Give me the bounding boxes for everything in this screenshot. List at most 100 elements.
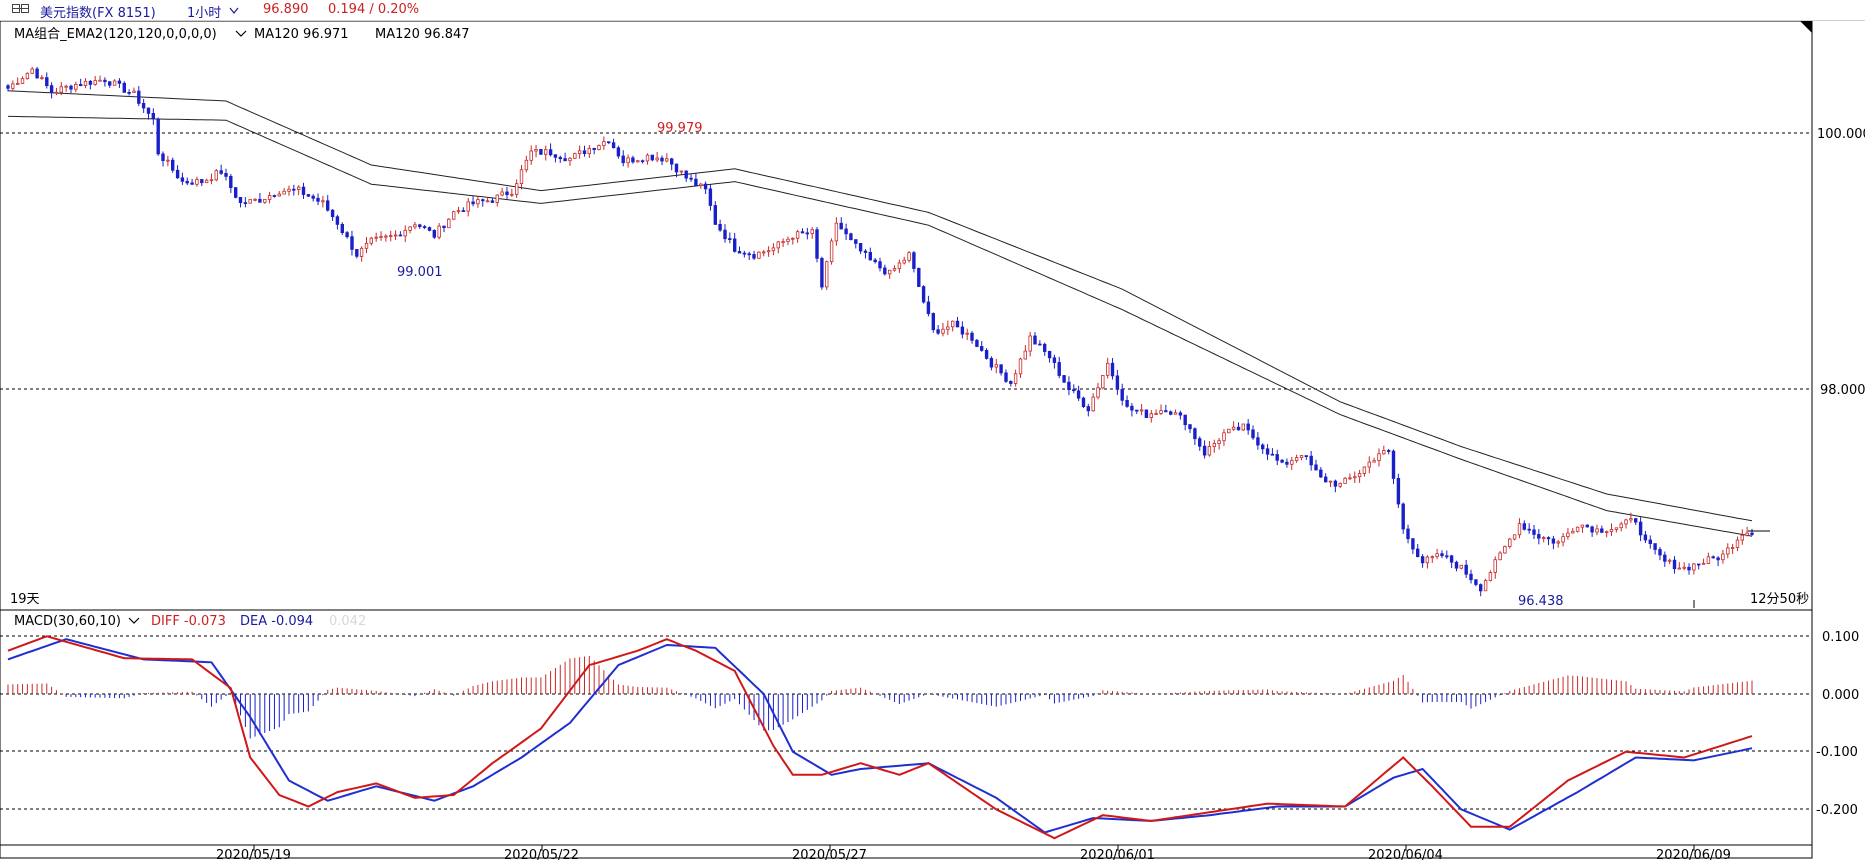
candle-body — [1551, 538, 1556, 544]
candle-body — [1542, 537, 1546, 539]
candle-body — [1585, 524, 1589, 528]
candle-body — [384, 235, 388, 238]
candle-body — [941, 328, 945, 334]
candle-body — [1527, 528, 1531, 531]
candle-body — [1609, 529, 1614, 533]
candle-body — [888, 269, 892, 275]
candle-body — [1580, 524, 1585, 528]
candle-body — [955, 320, 960, 328]
indicator-name: MA组合_EMA2(120,120,0,0,0,0) — [14, 27, 217, 42]
candle-body — [350, 236, 354, 250]
ma120-line-1 — [7, 90, 1753, 522]
candle-body — [1391, 450, 1396, 479]
candle-body — [156, 118, 160, 155]
candle-body — [699, 183, 703, 186]
candle-body — [1503, 546, 1507, 554]
window-layout-icon[interactable] — [12, 3, 30, 19]
chevron-down-icon[interactable] — [235, 30, 247, 37]
ma-lines — [7, 90, 1753, 537]
candle-body — [708, 188, 713, 206]
candle-body — [689, 177, 693, 180]
candle-body — [1740, 534, 1744, 541]
candle-body — [1382, 450, 1386, 455]
candle-body — [1420, 556, 1425, 564]
candle-body — [127, 92, 131, 94]
candle-body — [442, 225, 446, 229]
candle-body — [25, 72, 30, 80]
candle-body — [1532, 529, 1536, 535]
macd-y-tick-neg0.1: -0.100 — [1816, 745, 1858, 760]
candle-body — [640, 160, 645, 163]
ma2-value: MA120 96.847 — [375, 27, 470, 42]
macd-value: 0.042 — [329, 614, 366, 629]
candle-body — [1261, 444, 1265, 450]
candle-body — [1076, 390, 1081, 399]
candle-body — [718, 223, 722, 231]
candle-body — [926, 301, 931, 315]
candle-body — [1246, 423, 1250, 431]
candle-body — [1033, 335, 1037, 345]
candle-body — [607, 141, 611, 144]
candle-body — [1595, 528, 1599, 533]
candle-body — [243, 202, 248, 205]
candle-body — [970, 332, 974, 341]
candle-body — [500, 191, 504, 196]
candle-body — [447, 218, 451, 229]
candle-body — [166, 159, 170, 162]
candle-body — [805, 232, 809, 235]
candle-body — [263, 198, 267, 203]
candle-body — [670, 158, 674, 165]
candle-body — [306, 194, 311, 197]
candle-body — [1619, 523, 1623, 529]
candle-body — [180, 177, 185, 182]
candle-body — [1537, 534, 1541, 539]
candle-body — [737, 250, 742, 254]
candle-body — [427, 227, 432, 231]
candle-body — [141, 103, 146, 109]
chevron-down-icon[interactable] — [128, 617, 140, 624]
candle-body — [650, 154, 654, 161]
candle-body — [1648, 539, 1652, 544]
candle-body — [1294, 457, 1299, 462]
candle-body — [461, 210, 466, 213]
macd-lines — [7, 635, 1753, 840]
candle-body — [563, 158, 567, 162]
candle-body — [1425, 556, 1430, 564]
candle-body — [35, 68, 39, 79]
macd-y-tick-0.1: 0.100 — [1822, 630, 1859, 645]
candle-body — [626, 157, 630, 164]
candle-body — [1454, 561, 1459, 569]
candle-body — [45, 77, 49, 86]
candle-body — [200, 179, 204, 184]
candles — [6, 66, 1754, 597]
chevron-down-icon[interactable] — [229, 4, 239, 19]
candle-body — [1212, 443, 1216, 447]
candle-body — [1440, 553, 1444, 557]
candle-body — [1730, 547, 1735, 549]
candle-body — [403, 229, 407, 237]
candle-body — [747, 253, 751, 256]
candle-body — [292, 188, 296, 191]
candle-body — [301, 186, 306, 195]
candle-body — [989, 357, 994, 368]
candle-body — [422, 226, 427, 229]
candle-body — [1624, 519, 1628, 525]
ma120-line-2 — [8, 115, 1753, 537]
candle-body — [1377, 453, 1381, 461]
candle-body — [1188, 424, 1192, 430]
candle-body — [122, 82, 126, 93]
candle-body — [117, 80, 122, 84]
symbol-name[interactable]: 美元指数(FX 8151) — [40, 6, 156, 21]
candle-body — [878, 261, 882, 269]
candle-body — [1106, 362, 1110, 376]
candle-body — [1091, 396, 1095, 412]
candle-body — [577, 150, 582, 154]
candle-body — [209, 179, 214, 182]
candle-body — [762, 251, 766, 254]
candle-body — [1658, 549, 1662, 556]
candle-body — [791, 237, 795, 240]
candle-body — [863, 250, 868, 253]
candle-body — [1667, 559, 1672, 562]
period-selector[interactable]: 1小时 — [187, 6, 222, 21]
candle-body — [296, 186, 301, 190]
